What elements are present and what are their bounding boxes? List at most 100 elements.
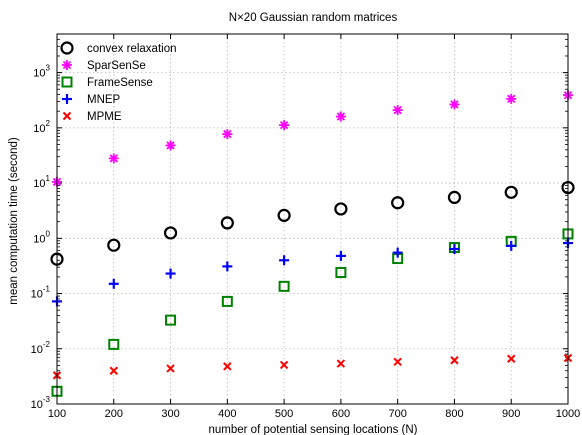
y-tick-label-base: 10 bbox=[33, 123, 45, 135]
chart-title: N×20 Gaussian random matrices bbox=[229, 12, 398, 24]
data-point bbox=[391, 196, 405, 210]
marker-asterisk-stroke bbox=[166, 141, 175, 150]
marker-circle-shape bbox=[107, 238, 121, 252]
legend-label: FrameSense bbox=[87, 77, 153, 89]
marker-x-stroke bbox=[336, 359, 346, 368]
marker-circle-shape bbox=[504, 185, 518, 199]
y-tick-label: 101 bbox=[33, 174, 50, 190]
y-tick-label-exponent: 0 bbox=[46, 229, 51, 238]
data-point bbox=[506, 93, 517, 104]
marker-square-shape bbox=[108, 338, 120, 350]
series-framesense bbox=[51, 228, 574, 397]
data-point bbox=[223, 362, 232, 371]
marker-circle-shape bbox=[391, 196, 405, 210]
marker-x-stroke bbox=[223, 362, 232, 371]
x-tick-label: 600 bbox=[332, 408, 350, 420]
data-point bbox=[163, 226, 178, 240]
data-point bbox=[336, 359, 346, 368]
data-point bbox=[220, 216, 234, 230]
marker-x-stroke bbox=[393, 357, 402, 367]
y-tick-label: 10-1 bbox=[31, 285, 51, 301]
marker-x-stroke bbox=[450, 356, 459, 365]
y-tick-label-exponent: 3 bbox=[46, 64, 51, 73]
marker-circle-shape bbox=[60, 41, 74, 55]
x-tick-label: 900 bbox=[502, 408, 520, 420]
marker-asterisk-stroke bbox=[62, 60, 72, 70]
data-point bbox=[165, 268, 176, 279]
legend-marker bbox=[60, 41, 74, 55]
data-point bbox=[447, 190, 462, 205]
marker-circle-shape bbox=[220, 216, 234, 230]
y-tick-label-exponent: -3 bbox=[43, 395, 51, 404]
x-tick-label: 700 bbox=[388, 408, 406, 420]
x-tick-label: 1000 bbox=[556, 408, 580, 420]
y-tick-label-exponent: 2 bbox=[46, 119, 51, 128]
legend-label: MNEP bbox=[87, 94, 121, 106]
data-point bbox=[165, 140, 176, 151]
legend-entry: SparSenSe bbox=[62, 60, 146, 72]
data-point bbox=[392, 105, 403, 116]
grid-layer bbox=[57, 34, 568, 404]
x-tick-label: 800 bbox=[445, 408, 463, 420]
marker-x-stroke bbox=[279, 360, 289, 370]
data-point bbox=[504, 185, 518, 199]
x-tick-label: 100 bbox=[48, 408, 66, 420]
x-axis-title: number of potential sensing locations (N… bbox=[208, 424, 417, 435]
legend-marker bbox=[62, 111, 72, 121]
y-tick-label: 10-3 bbox=[31, 395, 51, 411]
marker-square-shape bbox=[221, 295, 233, 307]
marker-square-shape bbox=[335, 267, 347, 279]
marker-square-shape bbox=[61, 76, 73, 88]
marker-circle-shape bbox=[334, 202, 348, 216]
marker-asterisk-stroke bbox=[507, 94, 516, 104]
legend-entry: convex relaxation bbox=[60, 41, 177, 55]
series-convex-relaxation bbox=[50, 180, 575, 266]
marker-asterisk-stroke bbox=[279, 120, 289, 130]
legend-entry: MPME bbox=[62, 111, 122, 123]
marker-x-stroke bbox=[62, 111, 72, 121]
y-tick-label-base: 10 bbox=[33, 233, 45, 245]
legend-entry: FrameSense bbox=[61, 76, 153, 89]
legend-label: convex relaxation bbox=[87, 43, 177, 55]
marker-asterisk-stroke bbox=[336, 112, 346, 121]
y-tick-label-base: 10 bbox=[33, 178, 45, 190]
data-point bbox=[108, 338, 120, 350]
data-point bbox=[450, 356, 459, 365]
legend-entry: MNEP bbox=[62, 94, 121, 106]
data-point bbox=[506, 240, 517, 251]
data-point bbox=[507, 354, 516, 363]
data-point bbox=[109, 366, 118, 375]
data-point bbox=[449, 244, 460, 255]
marker-square-shape bbox=[165, 314, 177, 326]
marker-asterisk-stroke bbox=[450, 100, 459, 109]
data-point bbox=[279, 360, 289, 370]
data-point bbox=[278, 280, 290, 292]
x-tick-label: 500 bbox=[275, 408, 293, 420]
legend-marker bbox=[61, 76, 73, 88]
data-point bbox=[335, 267, 347, 279]
y-tick-label-base: 10 bbox=[31, 344, 43, 356]
data-point bbox=[334, 202, 348, 216]
legend: convex relaxation SparSenSe FrameSense MNEP… bbox=[60, 41, 177, 123]
y-tick-label: 103 bbox=[33, 64, 50, 80]
data-point bbox=[335, 111, 346, 122]
legend-marker bbox=[62, 94, 72, 104]
data-point bbox=[279, 255, 290, 266]
y-tick-label: 100 bbox=[33, 229, 50, 245]
data-point bbox=[108, 153, 119, 164]
data-point bbox=[165, 314, 177, 326]
data-point bbox=[108, 278, 119, 289]
series-mnep bbox=[52, 238, 573, 307]
marker-circle-shape bbox=[163, 226, 178, 240]
data-point bbox=[166, 364, 175, 373]
series-mpme bbox=[52, 353, 573, 380]
y-tick-label-base: 10 bbox=[31, 289, 43, 301]
data-point bbox=[279, 120, 290, 131]
plot-frame bbox=[56, 33, 569, 405]
legend-marker bbox=[62, 60, 72, 70]
marker-circle-shape bbox=[447, 190, 462, 205]
y-tick-label-exponent: -2 bbox=[43, 340, 51, 349]
x-tick-label: 300 bbox=[161, 408, 179, 420]
data-point bbox=[221, 295, 233, 307]
x-tick-label: 200 bbox=[105, 408, 123, 420]
